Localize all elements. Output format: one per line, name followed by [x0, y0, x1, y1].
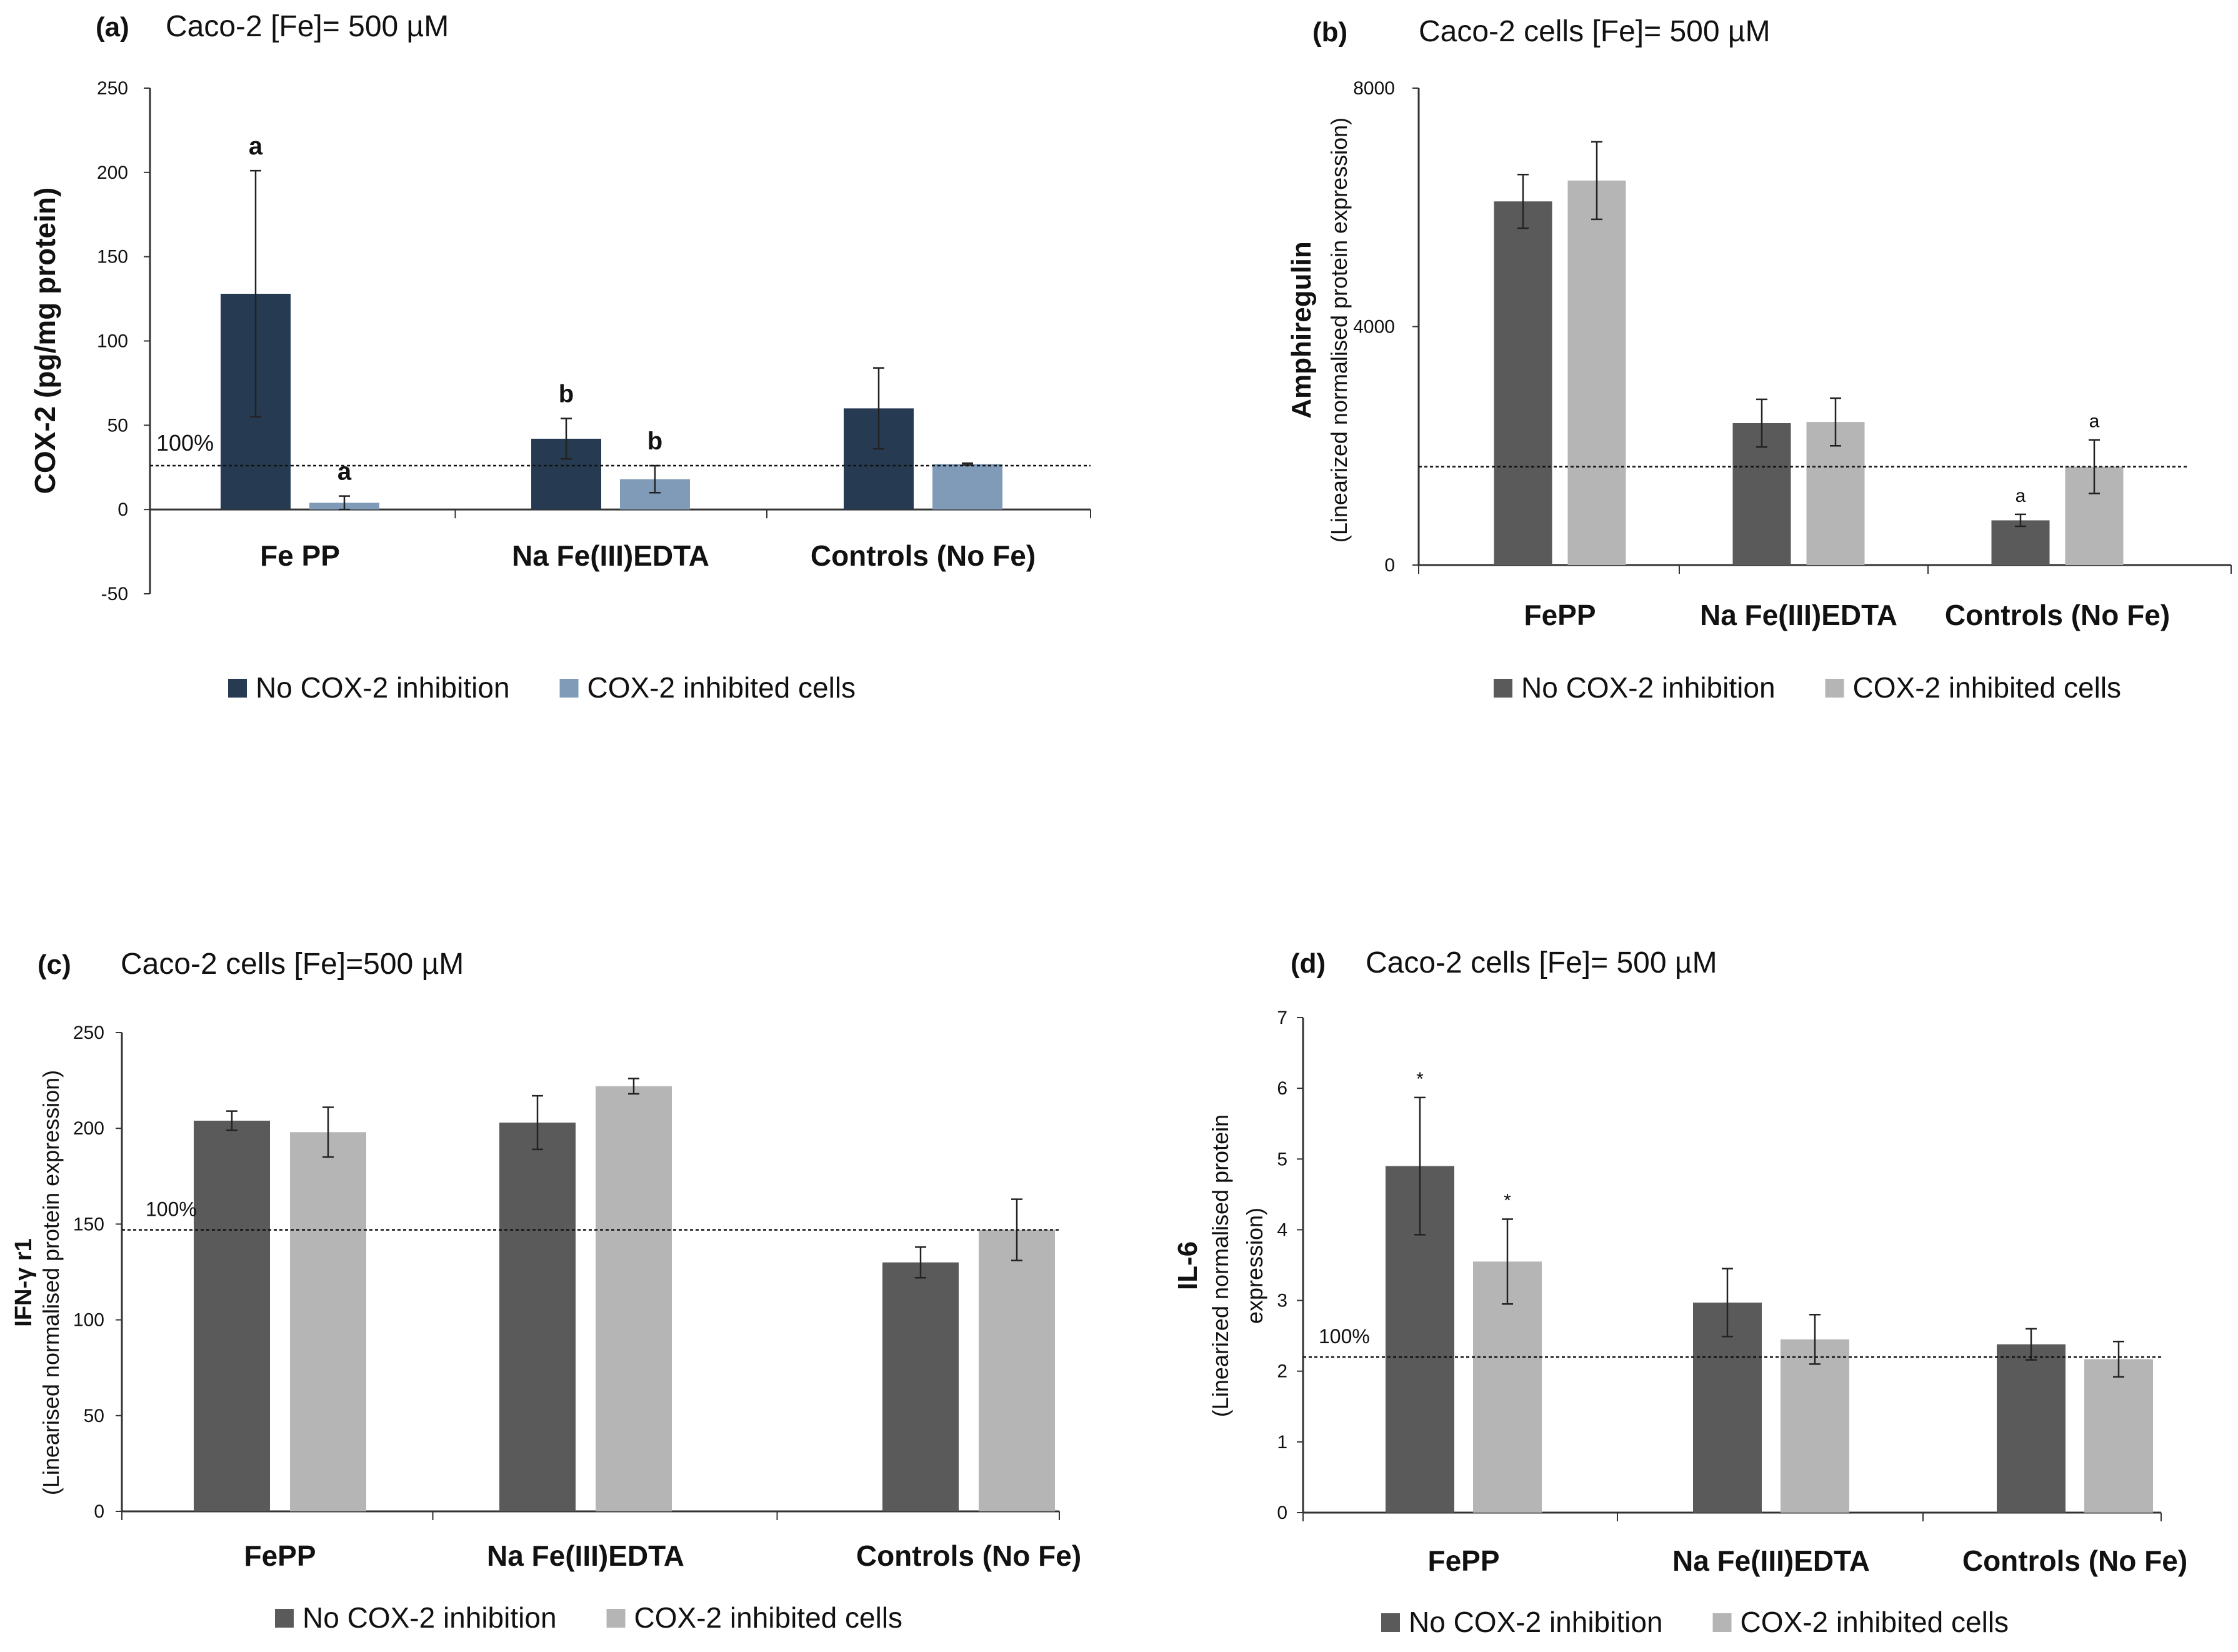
x-category-label: Na Fe(III)EDTA — [487, 1539, 684, 1572]
y-tick-label: 0 — [1384, 555, 1395, 576]
reference-line-label: 100% — [1319, 1325, 1370, 1348]
y-tick-label: 4000 — [1353, 317, 1395, 338]
legend-swatch — [1494, 679, 1512, 698]
bar-d-s0-c1 — [1693, 1302, 1762, 1513]
x-category-label: Na Fe(III)EDTA — [512, 539, 709, 572]
y-tick-label: 8000 — [1353, 78, 1395, 99]
chart-panel-d: (d) Caco-2 cells [Fe]= 500 µM 0 1 2 3 4 5 6 7 IL-6… — [1172, 946, 2187, 1638]
y-tick-label: 4 — [1277, 1219, 1287, 1240]
x-category-label: Fe PP — [260, 539, 340, 572]
reference-line-label: 100% — [156, 430, 214, 456]
legend-swatch — [228, 679, 247, 698]
significance-label: a — [2016, 486, 2026, 506]
panel-letter: (d) — [1291, 948, 1326, 979]
legend-entry: COX-2 inhibited cells — [634, 1601, 903, 1634]
bar-b-s1-c0 — [1567, 180, 1626, 565]
panel-title: Caco-2 [Fe]= 500 µM — [166, 10, 449, 43]
bar-c-s1-c1 — [596, 1086, 672, 1511]
y-tick-label: 200 — [97, 163, 128, 183]
bar-b-s0-c2 — [1991, 520, 2050, 565]
x-category-label: Na Fe(III)EDTA — [1700, 599, 1897, 631]
y-tick-label: 250 — [97, 78, 128, 99]
y-tick-label: 150 — [73, 1214, 104, 1234]
legend-swatch — [1381, 1613, 1400, 1632]
significance-label: b — [559, 381, 574, 408]
y-tick-label: 0 — [117, 499, 128, 520]
y-tick-label: 2 — [1277, 1361, 1287, 1382]
bar-d-s0-c2 — [1997, 1344, 2066, 1513]
legend-entry: COX-2 inhibited cells — [1853, 671, 2122, 704]
bar-c-s0-c1 — [499, 1123, 576, 1511]
significance-label: b — [647, 428, 662, 455]
y-tick-label: 0 — [1277, 1503, 1287, 1523]
bar-a-s1-c2 — [932, 464, 1002, 510]
bar-c-s0-c0 — [194, 1120, 270, 1511]
reference-line-label: 100% — [146, 1198, 197, 1221]
bar-c-s1-c2 — [979, 1229, 1055, 1511]
legend-swatch — [275, 1609, 294, 1628]
x-category-label: Controls (No Fe) — [811, 539, 1036, 572]
legend-entry: No COX-2 inhibition — [1409, 1606, 1663, 1638]
y-axis-sublabel: (Linearized normalised protein — [1207, 1114, 1233, 1417]
y-tick-label: 200 — [73, 1118, 104, 1139]
chart-panel-a: (a) Caco-2 [Fe]= 500 µM -50 0 50 100 150 200 250… — [29, 10, 1091, 704]
y-tick-label: 250 — [73, 1023, 104, 1043]
significance-label: a — [2089, 411, 2100, 432]
y-axis-sublabel-2: expression) — [1242, 1208, 1267, 1324]
bar-c-s0-c2 — [882, 1262, 959, 1511]
y-tick-label: 5 — [1277, 1149, 1287, 1169]
y-axis-sublabel: (Linearised normalised protein expressio… — [38, 1070, 64, 1495]
y-tick-label: 6 — [1277, 1078, 1287, 1099]
panel-title: Caco-2 cells [Fe]= 500 µM — [1366, 946, 1717, 979]
legend-swatch — [606, 1609, 626, 1628]
panel-letter: (c) — [37, 949, 71, 980]
y-tick-label: 50 — [107, 415, 128, 436]
y-axis-label: Amphiregulin — [1286, 241, 1317, 419]
legend-entry: No COX-2 inhibition — [302, 1601, 557, 1634]
y-axis-label: IL-6 — [1172, 1241, 1203, 1290]
legend-swatch — [1825, 679, 1844, 698]
y-tick-label: 1 — [1277, 1432, 1287, 1453]
panel-title: Caco-2 cells [Fe]= 500 µM — [1419, 15, 1771, 48]
significance-label: * — [1504, 1190, 1511, 1211]
y-axis-label: IFN-γ r1 — [11, 1238, 37, 1326]
legend-entry: No COX-2 inhibition — [1521, 671, 1776, 704]
legend-swatch — [559, 679, 579, 698]
y-tick-label: 150 — [97, 247, 128, 268]
x-category-label: FePP — [1524, 599, 1596, 631]
y-tick-label: 100 — [73, 1310, 104, 1331]
bar-d-s1-c2 — [2084, 1359, 2153, 1513]
chart-panel-b: (b) Caco-2 cells [Fe]= 500 µM 0 4000 8000 Amp… — [1286, 15, 2232, 704]
y-axis-sublabel: (Linearized normalised protein expressio… — [1326, 118, 1352, 543]
significance-label: a — [337, 458, 352, 486]
y-tick-label: 7 — [1277, 1008, 1287, 1028]
y-tick-label: 3 — [1277, 1291, 1287, 1311]
legend-entry: No COX-2 inhibition — [256, 671, 510, 704]
chart-panel-c: (c) Caco-2 cells [Fe]=500 µM 0 50 100 150 200 2… — [11, 948, 1081, 1634]
panel-letter: (a) — [96, 12, 129, 43]
x-category-label: Controls (No Fe) — [1945, 599, 2170, 631]
y-tick-label: 50 — [84, 1406, 104, 1426]
x-category-label: Controls (No Fe) — [856, 1539, 1081, 1572]
y-tick-label: 100 — [97, 331, 128, 352]
legend-entry: COX-2 inhibited cells — [587, 671, 856, 704]
panel-title: Caco-2 cells [Fe]=500 µM — [121, 948, 464, 981]
y-axis-label: COX-2 (pg/mg protein) — [29, 188, 61, 494]
bar-d-s1-c1 — [1781, 1339, 1849, 1513]
bar-b-s0-c0 — [1494, 201, 1552, 565]
y-tick-label: 0 — [94, 1501, 104, 1522]
bar-c-s1-c0 — [290, 1132, 366, 1511]
legend-entry: COX-2 inhibited cells — [1741, 1606, 2009, 1638]
x-category-label: Controls (No Fe) — [1962, 1544, 2187, 1577]
legend-swatch — [1712, 1613, 1732, 1632]
significance-label: * — [1416, 1069, 1424, 1089]
x-category-label: FePP — [244, 1539, 316, 1572]
x-category-label: Na Fe(III)EDTA — [1672, 1544, 1870, 1577]
x-category-label: FePP — [1427, 1544, 1499, 1577]
y-tick-label: -50 — [101, 584, 128, 604]
panel-letter: (b) — [1312, 17, 1347, 48]
significance-label: a — [249, 133, 263, 160]
